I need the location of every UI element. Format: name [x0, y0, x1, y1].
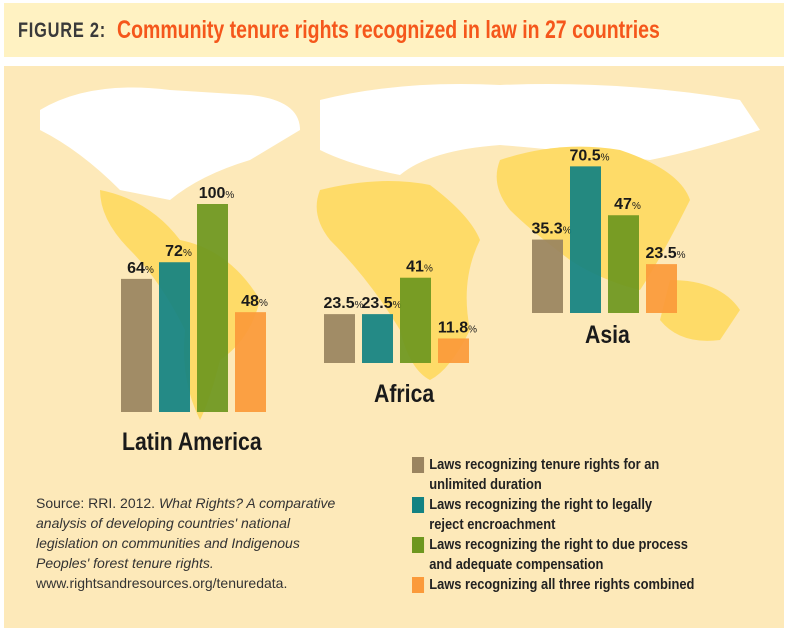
bar-value-label: 47%	[614, 196, 641, 213]
bar	[121, 278, 152, 412]
bar	[159, 262, 190, 412]
bar-value-label: 72%	[165, 243, 192, 260]
bar-value-label: 64%	[127, 260, 154, 277]
bar-value-label: 48%	[241, 293, 268, 310]
legend: Laws recognizing tenure rights for an unl…	[412, 455, 790, 595]
bar	[532, 239, 563, 313]
legend-item: Laws recognizing tenure rights for an unl…	[412, 455, 790, 495]
bar	[197, 204, 228, 412]
bar-value-label: 35.3%	[531, 221, 571, 238]
bar-value-label: 41%	[406, 259, 433, 276]
legend-swatch	[412, 537, 425, 553]
region-label-africa: Africa	[374, 379, 435, 407]
bar	[438, 338, 469, 363]
figure-title: Community tenure rights recognized in la…	[117, 16, 660, 44]
bar-value-label: 11.8%	[438, 319, 477, 336]
legend-item: Laws recognizing the right to legally rej…	[412, 495, 790, 535]
legend-swatch	[412, 497, 425, 513]
source-note: Source: RRI. 2012. What Rights? A compar…	[36, 495, 336, 591]
region-label-asia: Asia	[585, 320, 631, 348]
bar	[608, 215, 639, 313]
legend-item: Laws recognizing all three rights combin…	[412, 575, 790, 595]
bar	[400, 277, 431, 363]
bar-value-label: 100%	[199, 185, 235, 202]
bar-value-label: 23.5%	[361, 295, 401, 312]
bar-value-label: 70.5%	[569, 147, 609, 164]
legend-swatch	[412, 577, 425, 593]
bar-value-label: 23.5%	[323, 295, 363, 312]
figure-number: FIGURE 2:	[18, 19, 107, 42]
bar	[570, 166, 601, 313]
legend-swatch	[412, 457, 425, 473]
bar	[324, 314, 355, 363]
region-label-latin-america: Latin America	[122, 427, 263, 455]
bar	[646, 264, 677, 313]
legend-item: Laws recognizing the right to due proces…	[412, 535, 790, 575]
bar	[362, 314, 393, 363]
africa-shape	[316, 181, 480, 380]
bar-value-label: 23.5%	[645, 245, 685, 262]
bar	[235, 312, 266, 412]
figure-header: FIGURE 2: Community tenure rights recogn…	[4, 3, 784, 57]
